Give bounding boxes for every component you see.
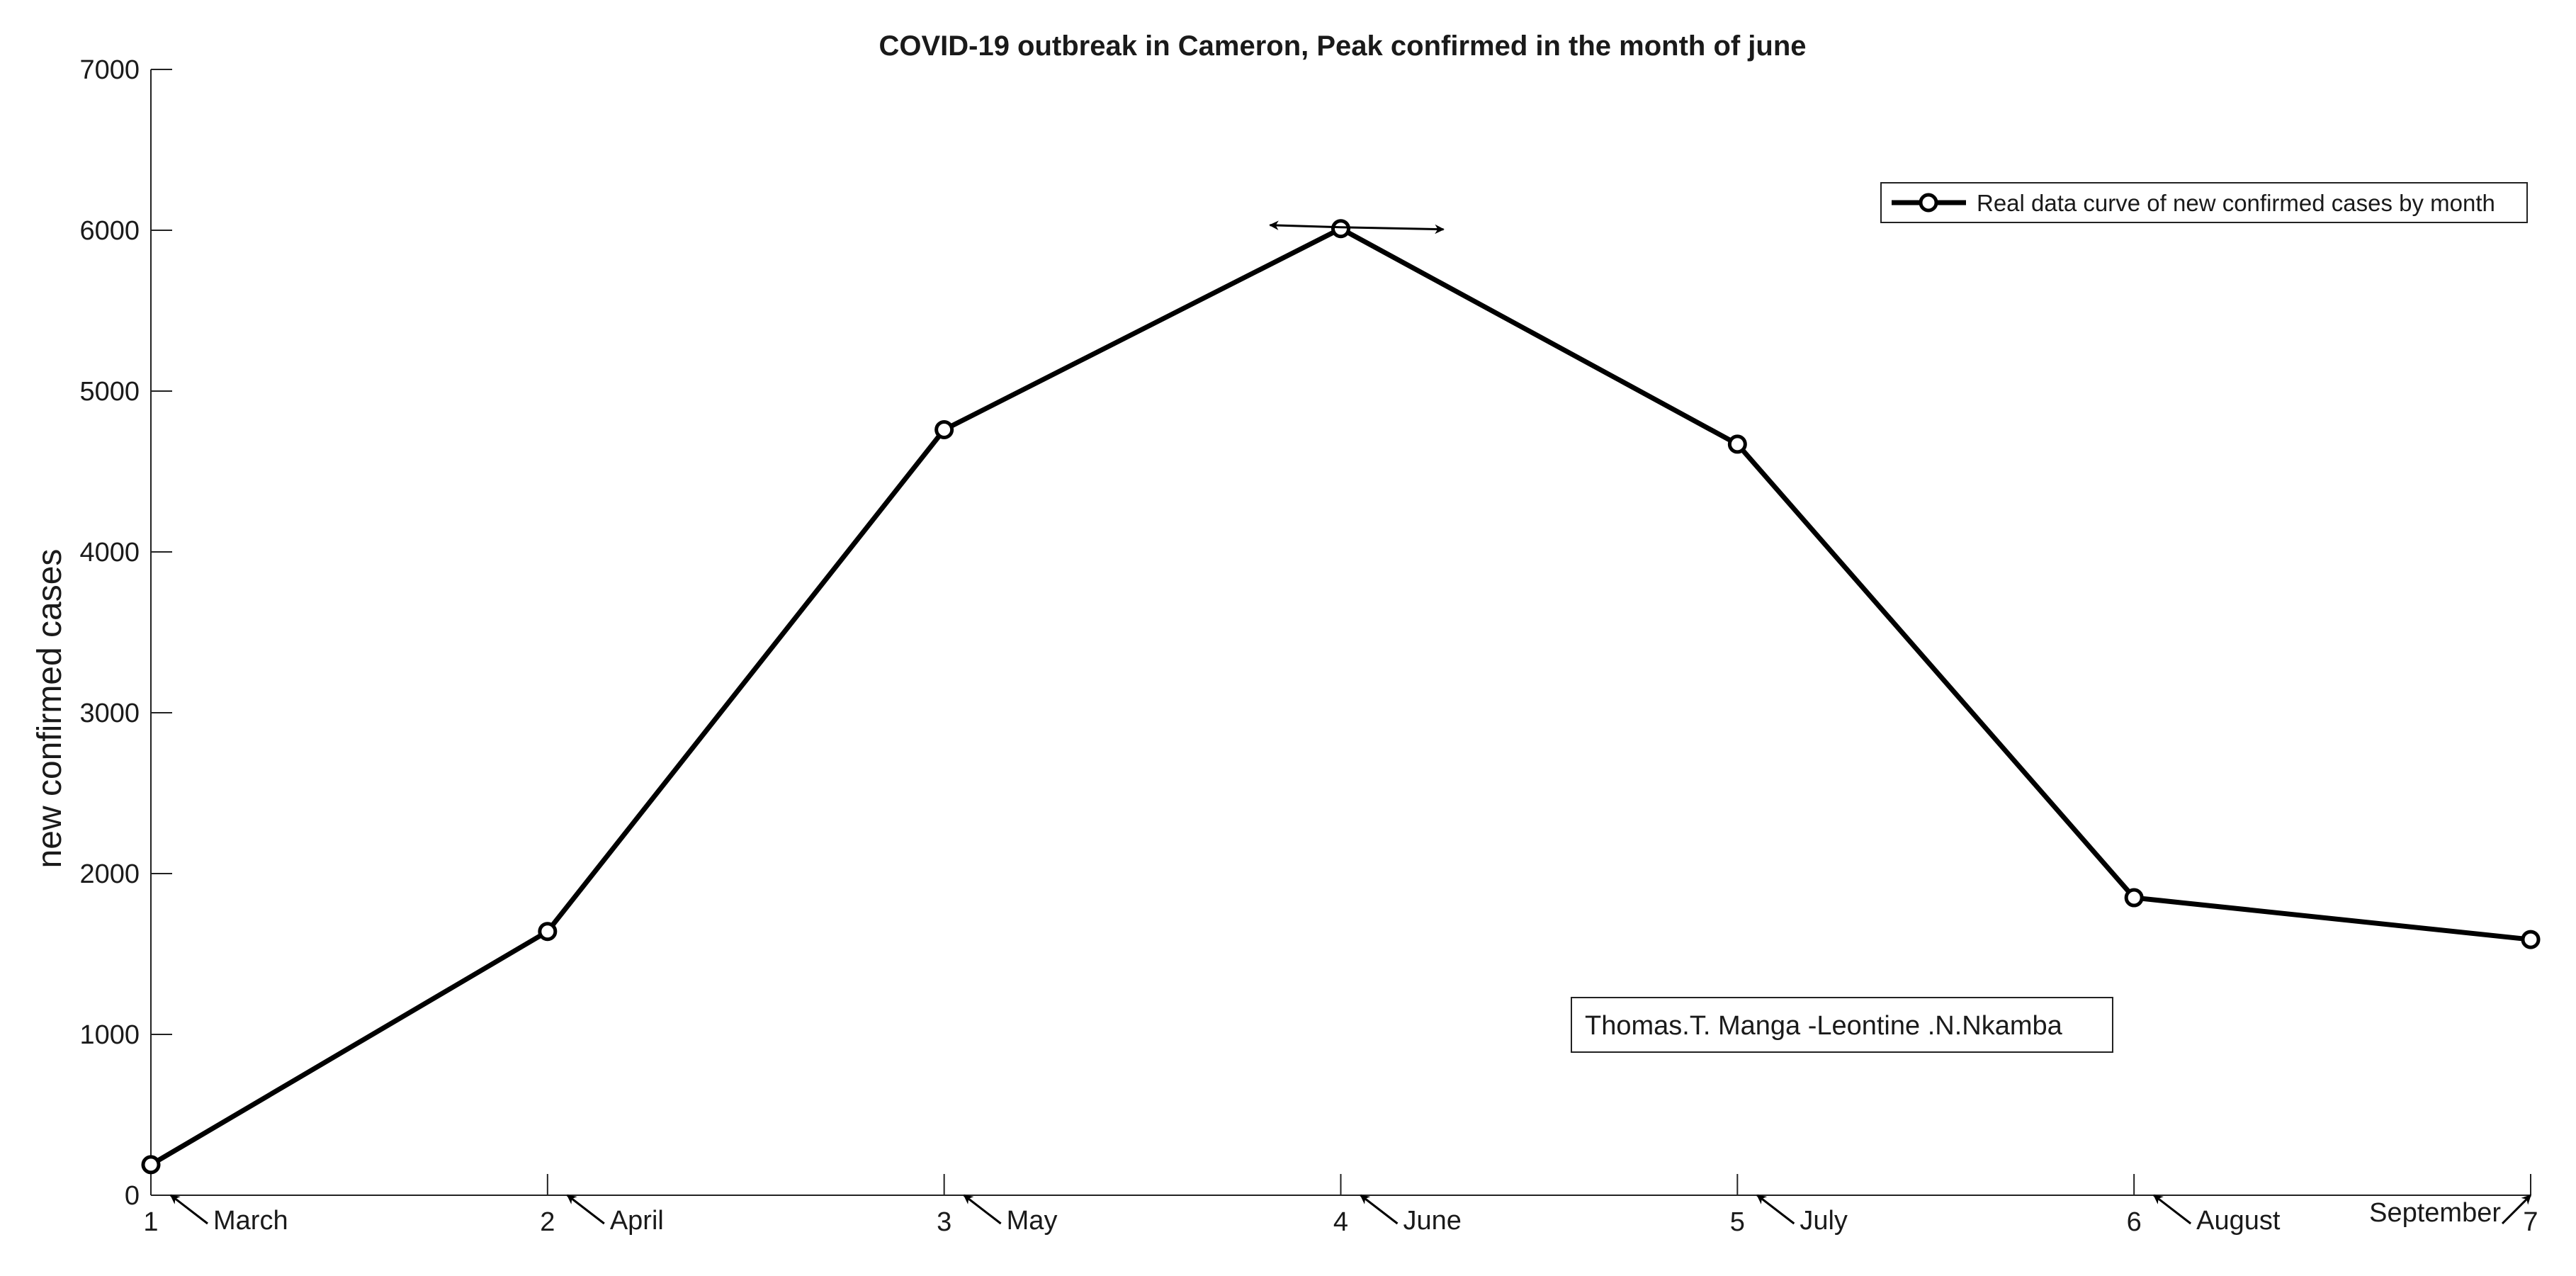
y-tick-label: 3000 xyxy=(79,699,140,728)
series-line xyxy=(149,226,2531,1167)
month-label: May xyxy=(1007,1206,1058,1236)
x-tick-label: 2 xyxy=(540,1207,555,1237)
month-label: September xyxy=(2369,1198,2501,1228)
y-tick-label: 4000 xyxy=(79,538,140,568)
peak-arrow-left xyxy=(1269,220,1341,230)
legend-marker-sample xyxy=(1919,193,1938,213)
y-axis-label: new confirmed cases xyxy=(31,549,69,869)
axes: 0 1000 2000 3000 4000 5000 6000 7000 1 2 3 4 5 6 7 xyxy=(79,55,2538,1237)
x-tick-label: 3 xyxy=(937,1207,951,1237)
peak-arrow-right xyxy=(1340,224,1445,235)
month-arrow xyxy=(2501,1194,2532,1225)
y-tick-label: 7000 xyxy=(79,55,140,85)
x-tick-label: 5 xyxy=(1730,1207,1745,1237)
x-tick-label: 4 xyxy=(1333,1207,1348,1237)
data-point xyxy=(2521,930,2541,949)
author-text: Thomas.T. Manga -Leontine .N.Nkamba xyxy=(1585,1011,2063,1041)
data-point xyxy=(1331,219,1350,239)
month-label: June xyxy=(1403,1206,1462,1236)
peak-annotation xyxy=(1269,220,1445,235)
data-point xyxy=(141,1155,161,1175)
month-arrow xyxy=(2153,1194,2192,1225)
month-arrow xyxy=(963,1194,1002,1225)
x-tick-label: 6 xyxy=(2127,1207,2142,1237)
data-point xyxy=(1727,434,1747,454)
x-tick-label: 7 xyxy=(2523,1207,2538,1237)
data-point xyxy=(934,419,954,439)
author-box-frame xyxy=(1571,997,2113,1053)
month-arrow xyxy=(566,1194,605,1225)
legend-label: Real data curve of new confirmed cases b… xyxy=(1977,190,2495,216)
data-point xyxy=(2124,888,2144,908)
y-tick-label: 0 xyxy=(125,1181,140,1211)
month-arrow xyxy=(1360,1194,1399,1225)
month-arrow xyxy=(169,1194,208,1225)
chart-title: COVID-19 outbreak in Cameron, Peak confi… xyxy=(879,30,1806,62)
data-point xyxy=(538,922,558,942)
y-tick-label: 6000 xyxy=(79,216,140,246)
month-label: April xyxy=(610,1206,664,1236)
legend-box xyxy=(1880,182,2528,223)
series-layer xyxy=(141,219,2541,1175)
y-tick-label: 2000 xyxy=(79,859,140,889)
x-tick-label: 1 xyxy=(143,1207,158,1237)
month-annotations: March April May June July August September xyxy=(169,1194,2532,1236)
y-tick-label: 5000 xyxy=(79,377,140,407)
month-label: July xyxy=(1800,1206,1848,1236)
month-label: August xyxy=(2196,1206,2281,1236)
month-label: March xyxy=(213,1206,288,1236)
y-tick-label: 1000 xyxy=(79,1020,140,1050)
month-arrow xyxy=(1756,1194,1795,1225)
author-box: Thomas.T. Manga -Leontine .N.Nkamba xyxy=(1571,997,2113,1053)
legend: Real data curve of new confirmed cases b… xyxy=(1880,182,2528,223)
